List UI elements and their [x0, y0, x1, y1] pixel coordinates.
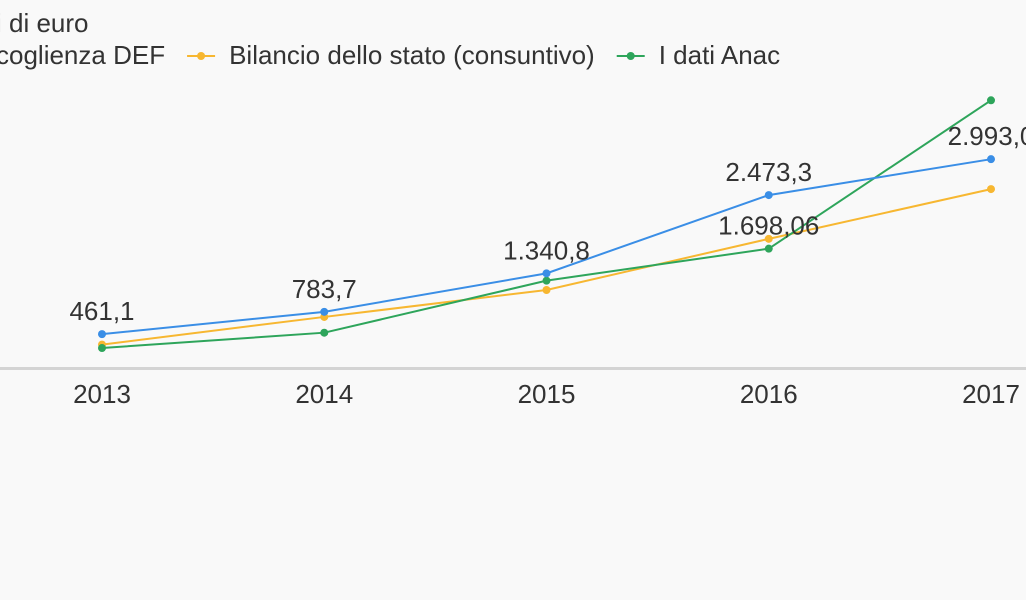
- data-label: 783,7: [292, 274, 357, 304]
- data-point: [542, 276, 551, 285]
- x-tick-label: 2015: [518, 379, 576, 409]
- data-point: [320, 307, 329, 316]
- data-point: [764, 191, 773, 200]
- data-point: [987, 185, 995, 194]
- data-point: [542, 285, 551, 294]
- legend-swatch-marker: [626, 52, 635, 60]
- data-point: [320, 328, 329, 337]
- x-axis-ticks: 2013 2014 2015 2016 2017: [73, 379, 1020, 409]
- legend-item-label: I dati Anac: [659, 40, 780, 70]
- data-point: [764, 244, 773, 253]
- chart-subtitle: i di euro: [0, 8, 89, 38]
- data-label: 461,1: [69, 296, 134, 326]
- legend: coglienza DEF Bilancio dello stato (consu…: [0, 40, 780, 70]
- data-label: 2.473,3: [725, 157, 812, 187]
- plot-area: 461,1 783,7 1.340,8 2.473,3 2.993,0 1.698,06: [69, 96, 1026, 353]
- data-point: [98, 330, 106, 339]
- data-point: [987, 155, 995, 164]
- data-label: 1.698,06: [718, 211, 819, 241]
- x-tick-label: 2017: [962, 379, 1020, 409]
- data-label: 2.993,0: [948, 121, 1026, 151]
- legend-swatch-marker: [197, 52, 206, 60]
- data-label: 1.340,8: [503, 235, 590, 265]
- x-tick-label: 2016: [740, 379, 798, 409]
- data-point: [98, 344, 106, 353]
- x-tick-label: 2013: [73, 379, 131, 409]
- data-point: [764, 234, 773, 243]
- data-point: [987, 96, 995, 105]
- series-line: [101, 99, 992, 350]
- x-tick-label: 2014: [295, 379, 353, 409]
- legend-item-label: Bilancio dello stato (consuntivo): [229, 40, 595, 70]
- data-point: [542, 269, 551, 278]
- legend-item-label: coglienza DEF: [0, 40, 165, 70]
